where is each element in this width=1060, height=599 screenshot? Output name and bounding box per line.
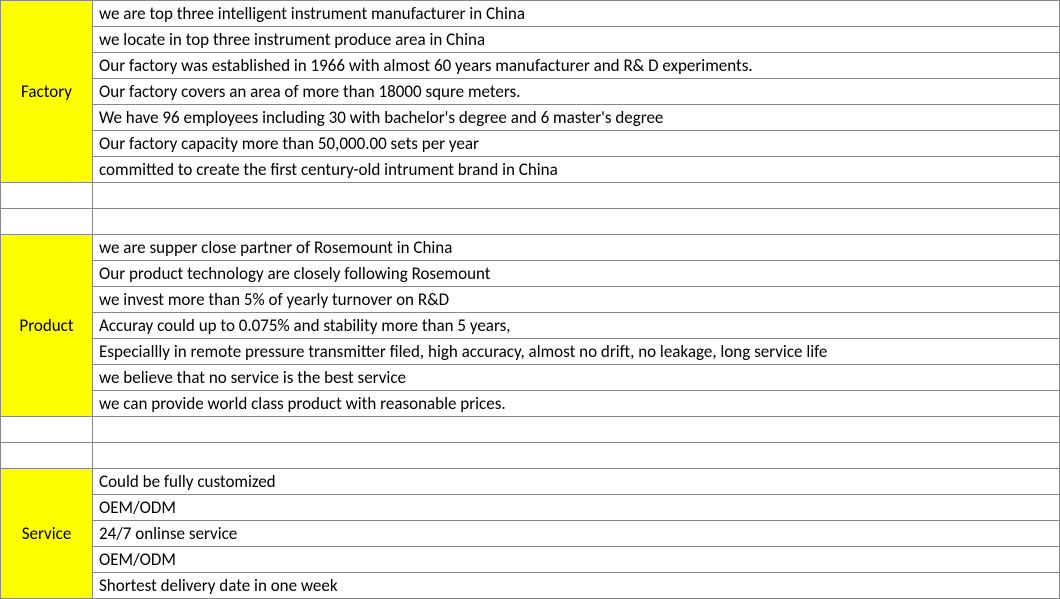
table-row: we locate in top three instrument produc…	[1, 27, 1060, 53]
table-row: we invest more than 5% of yearly turnove…	[1, 287, 1060, 313]
table-row: Factory we are top three intelligent ins…	[1, 1, 1060, 27]
table-row: Shortest delivery date in one week	[1, 573, 1060, 599]
table-row: we believe that no service is the best s…	[1, 365, 1060, 391]
category-cell-service: Service	[1, 469, 93, 599]
spacer-row	[1, 183, 1060, 209]
table-row: Product we are supper close partner of R…	[1, 235, 1060, 261]
empty-cell	[93, 183, 1060, 209]
spacer-row	[1, 417, 1060, 443]
info-table: Factory we are top three intelligent ins…	[0, 0, 1060, 599]
table-cell: Our factory covers an area of more than …	[93, 79, 1060, 105]
info-table-body: Factory we are top three intelligent ins…	[1, 1, 1060, 599]
table-cell: Shortest delivery date in one week	[93, 573, 1060, 599]
table-cell: we can provide world class product with …	[93, 391, 1060, 417]
table-cell: we are supper close partner of Rosemount…	[93, 235, 1060, 261]
table-cell: Accuray could up to 0.075% and stability…	[93, 313, 1060, 339]
empty-cell	[1, 183, 93, 209]
empty-cell	[93, 417, 1060, 443]
table-row: Service Could be fully customized	[1, 469, 1060, 495]
empty-cell	[1, 417, 93, 443]
table-row: We have 96 employees including 30 with b…	[1, 105, 1060, 131]
empty-cell	[1, 209, 93, 235]
table-row: Especiallly in remote pressure transmitt…	[1, 339, 1060, 365]
table-cell: we believe that no service is the best s…	[93, 365, 1060, 391]
empty-cell	[93, 209, 1060, 235]
table-row: we can provide world class product with …	[1, 391, 1060, 417]
table-row: OEM/ODM	[1, 547, 1060, 573]
spacer-row	[1, 209, 1060, 235]
empty-cell	[93, 443, 1060, 469]
table-cell: we invest more than 5% of yearly turnove…	[93, 287, 1060, 313]
table-cell: we are top three intelligent instrument …	[93, 1, 1060, 27]
table-row: Our factory capacity more than 50,000.00…	[1, 131, 1060, 157]
table-row: committed to create the first century-ol…	[1, 157, 1060, 183]
table-cell: We have 96 employees including 30 with b…	[93, 105, 1060, 131]
table-row: 24/7 onlinse service	[1, 521, 1060, 547]
table-cell: OEM/ODM	[93, 495, 1060, 521]
table-row: Our factory covers an area of more than …	[1, 79, 1060, 105]
table-cell: Could be fully customized	[93, 469, 1060, 495]
table-cell: Our factory was established in 1966 with…	[93, 53, 1060, 79]
category-cell-product: Product	[1, 235, 93, 417]
table-cell: committed to create the first century-ol…	[93, 157, 1060, 183]
spacer-row	[1, 443, 1060, 469]
category-cell-factory: Factory	[1, 1, 93, 183]
table-cell: Especiallly in remote pressure transmitt…	[93, 339, 1060, 365]
table-cell: Our product technology are closely follo…	[93, 261, 1060, 287]
table-cell: 24/7 onlinse service	[93, 521, 1060, 547]
table-row: Our product technology are closely follo…	[1, 261, 1060, 287]
empty-cell	[1, 443, 93, 469]
table-cell: OEM/ODM	[93, 547, 1060, 573]
table-cell: we locate in top three instrument produc…	[93, 27, 1060, 53]
table-row: Our factory was established in 1966 with…	[1, 53, 1060, 79]
table-cell: Our factory capacity more than 50,000.00…	[93, 131, 1060, 157]
table-row: OEM/ODM	[1, 495, 1060, 521]
table-row: Accuray could up to 0.075% and stability…	[1, 313, 1060, 339]
